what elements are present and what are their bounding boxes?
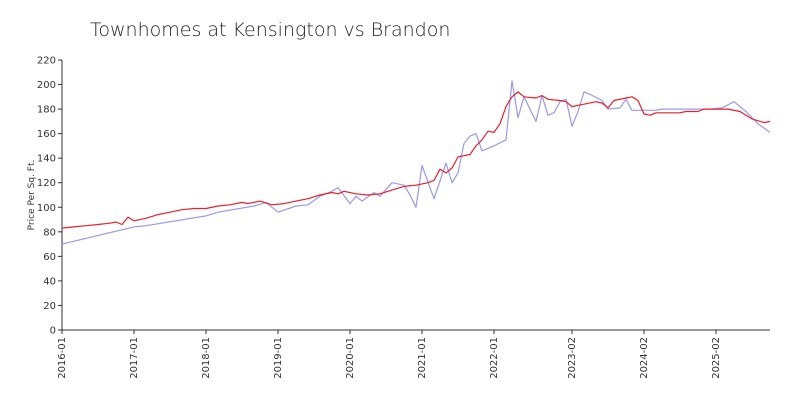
x-tick-label: 2024-02 — [639, 337, 650, 379]
y-axis-label: Price Per Sq. Ft. — [27, 160, 37, 231]
x-tick-label: 2020-01 — [345, 337, 356, 379]
y-tick-label: 60 — [43, 252, 56, 263]
y-tick-label: 140 — [37, 154, 56, 165]
chart-title: Townhomes at Kensington vs Brandon — [90, 19, 450, 41]
x-tick-label: 2025-02 — [711, 337, 722, 379]
series-line-1 — [61, 80, 771, 245]
x-tick-label: 2016-01 — [57, 337, 68, 379]
x-tick-label: 2019-01 — [273, 337, 284, 379]
series-layer — [61, 80, 771, 245]
y-tick-label: 220 — [37, 56, 56, 67]
x-tick-label: 2018-01 — [201, 337, 212, 379]
y-tick-label: 120 — [37, 178, 56, 189]
x-tick-label: 2017-01 — [129, 337, 140, 379]
y-axis-ticks: 0 20 40 60 80 100 120 140 160 180 200 220 — [37, 56, 62, 337]
y-tick-label: 160 — [37, 129, 56, 140]
x-axis-ticks: 2016-01 2017-01 2018-01 2019-01 2020-01 2021-… — [57, 330, 722, 379]
y-tick-label: 0 — [50, 326, 56, 337]
x-tick-label: 2021-01 — [417, 337, 428, 379]
x-tick-label: 2022-01 — [489, 337, 500, 379]
y-tick-label: 200 — [37, 80, 56, 91]
y-tick-label: 40 — [43, 276, 56, 287]
y-tick-label: 100 — [37, 203, 56, 214]
series-line-0 — [61, 91, 771, 229]
y-tick-label: 20 — [43, 301, 56, 312]
y-tick-label: 80 — [43, 227, 56, 238]
x-tick-label: 2023-02 — [567, 337, 578, 379]
y-tick-label: 180 — [37, 105, 56, 116]
